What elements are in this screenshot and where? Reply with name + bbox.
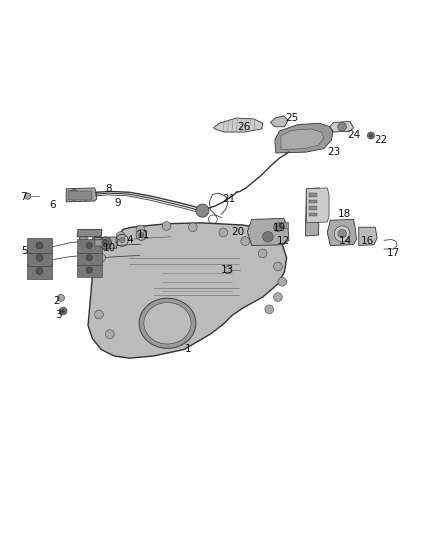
Polygon shape xyxy=(66,188,97,202)
Circle shape xyxy=(36,242,43,249)
Polygon shape xyxy=(88,223,287,358)
Circle shape xyxy=(196,204,209,217)
Circle shape xyxy=(219,228,228,237)
Polygon shape xyxy=(330,122,353,132)
Text: 10: 10 xyxy=(102,243,116,253)
Circle shape xyxy=(367,132,374,139)
FancyBboxPatch shape xyxy=(309,200,317,203)
Text: 24: 24 xyxy=(348,130,361,140)
FancyBboxPatch shape xyxy=(95,240,104,246)
Circle shape xyxy=(25,193,31,199)
Polygon shape xyxy=(92,236,100,275)
Polygon shape xyxy=(359,227,377,246)
FancyBboxPatch shape xyxy=(309,213,317,216)
Circle shape xyxy=(86,243,92,248)
Circle shape xyxy=(69,190,79,200)
Circle shape xyxy=(95,310,103,319)
Text: 8: 8 xyxy=(106,184,112,194)
Circle shape xyxy=(265,305,274,313)
Polygon shape xyxy=(95,237,119,249)
Text: 11: 11 xyxy=(137,230,151,240)
Circle shape xyxy=(117,231,125,240)
Text: 5: 5 xyxy=(21,246,28,256)
Text: 16: 16 xyxy=(361,236,374,246)
Text: 7: 7 xyxy=(20,192,27,201)
Text: 19: 19 xyxy=(272,223,286,233)
Polygon shape xyxy=(305,188,319,236)
Text: 20: 20 xyxy=(231,228,244,237)
Polygon shape xyxy=(281,129,324,149)
Circle shape xyxy=(278,277,287,286)
Text: 21: 21 xyxy=(222,194,235,204)
Polygon shape xyxy=(27,238,52,253)
Circle shape xyxy=(274,293,283,302)
Text: 9: 9 xyxy=(114,198,121,208)
Polygon shape xyxy=(78,236,87,275)
Polygon shape xyxy=(306,188,329,223)
Circle shape xyxy=(338,123,346,131)
Circle shape xyxy=(106,330,114,338)
Circle shape xyxy=(139,232,144,238)
Polygon shape xyxy=(29,240,38,275)
Circle shape xyxy=(136,230,147,240)
Circle shape xyxy=(57,294,64,302)
Text: 25: 25 xyxy=(286,113,299,123)
Circle shape xyxy=(274,223,283,231)
Text: 13: 13 xyxy=(221,265,234,275)
Circle shape xyxy=(81,191,90,200)
Text: 2: 2 xyxy=(53,296,60,306)
Text: 23: 23 xyxy=(327,147,340,157)
Circle shape xyxy=(274,262,283,271)
Circle shape xyxy=(101,241,110,250)
Text: 3: 3 xyxy=(55,310,62,319)
Text: 6: 6 xyxy=(49,200,56,211)
Polygon shape xyxy=(327,220,357,246)
Circle shape xyxy=(188,223,197,231)
Text: 12: 12 xyxy=(277,236,290,246)
Circle shape xyxy=(61,309,65,313)
Circle shape xyxy=(136,225,145,234)
Circle shape xyxy=(86,267,92,273)
Text: 14: 14 xyxy=(339,236,352,246)
FancyBboxPatch shape xyxy=(309,206,317,210)
Text: 4: 4 xyxy=(126,235,133,245)
Circle shape xyxy=(102,239,109,246)
Circle shape xyxy=(338,229,346,238)
Circle shape xyxy=(258,249,267,258)
Text: 1: 1 xyxy=(185,344,192,354)
Text: 22: 22 xyxy=(374,135,387,145)
Circle shape xyxy=(99,237,112,249)
Circle shape xyxy=(120,238,125,243)
Circle shape xyxy=(224,266,231,273)
Circle shape xyxy=(59,307,67,315)
Text: 18: 18 xyxy=(338,209,351,219)
Polygon shape xyxy=(42,241,51,275)
Polygon shape xyxy=(27,263,52,279)
Circle shape xyxy=(36,268,43,274)
Polygon shape xyxy=(77,229,102,237)
Polygon shape xyxy=(27,250,52,265)
Circle shape xyxy=(97,253,106,262)
Text: 17: 17 xyxy=(387,248,400,259)
Circle shape xyxy=(162,222,171,230)
FancyBboxPatch shape xyxy=(279,222,288,228)
Circle shape xyxy=(334,226,350,241)
Ellipse shape xyxy=(144,303,191,344)
FancyBboxPatch shape xyxy=(309,193,317,197)
Polygon shape xyxy=(77,239,102,253)
Circle shape xyxy=(86,255,92,261)
Polygon shape xyxy=(271,116,288,127)
Text: 26: 26 xyxy=(238,122,251,132)
Circle shape xyxy=(241,237,250,246)
Circle shape xyxy=(36,254,43,261)
Circle shape xyxy=(263,231,273,242)
Ellipse shape xyxy=(139,298,196,349)
Polygon shape xyxy=(247,219,289,246)
Polygon shape xyxy=(77,263,102,277)
FancyBboxPatch shape xyxy=(68,191,92,200)
Polygon shape xyxy=(214,118,263,132)
Polygon shape xyxy=(77,251,102,265)
Circle shape xyxy=(369,134,373,138)
Polygon shape xyxy=(275,123,332,153)
